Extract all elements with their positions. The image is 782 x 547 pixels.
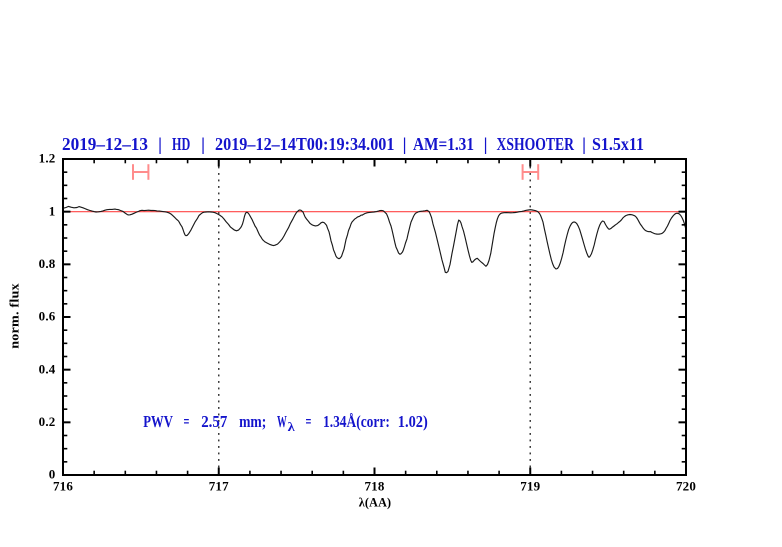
svg-text:XSHOOTER: XSHOOTER xyxy=(497,134,575,154)
svg-text:|: | xyxy=(158,134,162,154)
svg-text:HD: HD xyxy=(172,134,190,154)
svg-text:λ(AA): λ(AA) xyxy=(359,495,392,510)
svg-text:1.2: 1.2 xyxy=(39,151,56,166)
svg-text:0.2: 0.2 xyxy=(39,414,56,429)
svg-text:719: 719 xyxy=(520,478,540,493)
svg-text:norm. flux: norm. flux xyxy=(7,283,22,349)
svg-text:|: | xyxy=(582,134,586,154)
svg-text:PWV: PWV xyxy=(143,412,173,431)
svg-text:|: | xyxy=(403,134,407,154)
svg-text:0: 0 xyxy=(49,467,56,482)
svg-text:=: = xyxy=(306,412,312,431)
svg-text:λ: λ xyxy=(288,419,296,434)
svg-text:S1.5x11: S1.5x11 xyxy=(592,134,644,154)
svg-text:0.6: 0.6 xyxy=(39,309,56,324)
svg-text:W: W xyxy=(277,412,287,431)
svg-text:1.02): 1.02) xyxy=(398,412,428,431)
svg-text:2019–12–14T00:19:34.001: 2019–12–14T00:19:34.001 xyxy=(215,134,395,154)
svg-text:AM=1.31: AM=1.31 xyxy=(413,134,474,154)
svg-text:0.8: 0.8 xyxy=(39,256,56,271)
svg-text:716: 716 xyxy=(53,478,73,493)
svg-text:720: 720 xyxy=(676,478,696,493)
svg-text:0.4: 0.4 xyxy=(39,361,56,376)
svg-text:1: 1 xyxy=(49,203,56,218)
svg-text:2.57: 2.57 xyxy=(201,412,228,431)
svg-text:2019–12–13: 2019–12–13 xyxy=(62,134,148,154)
svg-text:|: | xyxy=(484,134,488,154)
svg-text:718: 718 xyxy=(364,478,384,493)
svg-text:717: 717 xyxy=(209,478,229,493)
svg-text:1.34Å(corr:: 1.34Å(corr: xyxy=(323,412,390,431)
svg-text:|: | xyxy=(201,134,205,154)
svg-text:mm;: mm; xyxy=(239,412,266,431)
svg-text:=: = xyxy=(184,412,190,431)
